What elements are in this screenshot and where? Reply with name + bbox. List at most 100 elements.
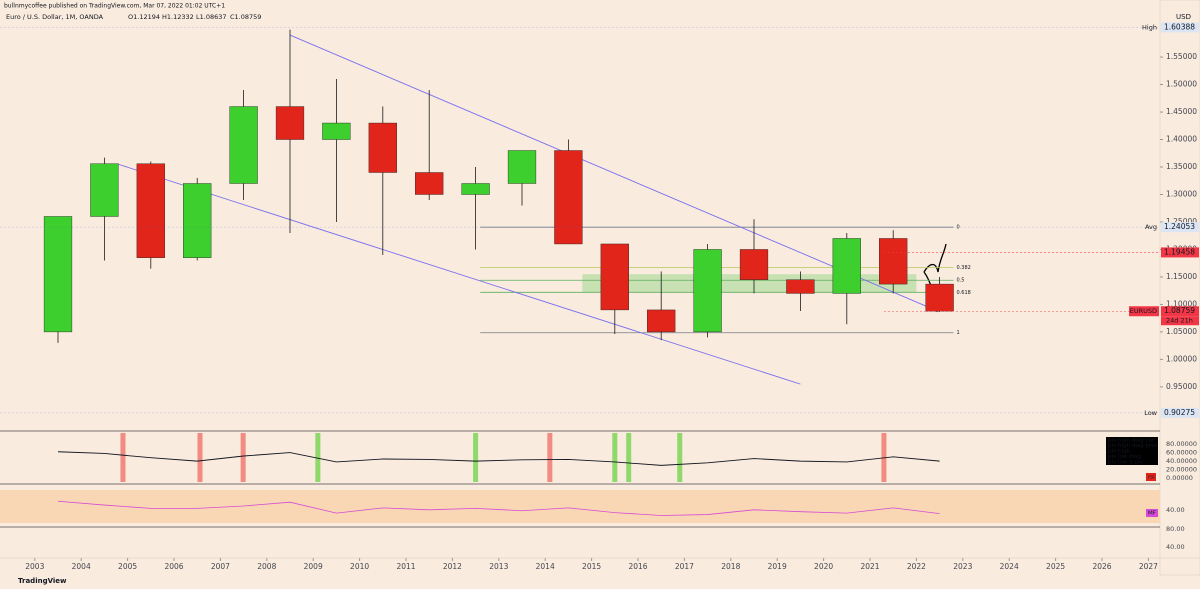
price-badge-name-bg [1129,306,1159,317]
x-tick-label: 2019 [768,562,787,571]
x-tick-label: 2004 [72,562,91,571]
ohlc-value: H1.12332 [162,13,194,21]
price-axis [1159,0,1200,576]
candle-body [507,150,537,184]
rsi-badge-bg [1146,509,1158,517]
x-tick-label: 2009 [304,562,323,571]
price-badge [1161,306,1199,317]
osc-legend: piv high diag prev [1108,443,1158,449]
fib-label: 0.382 [957,265,971,271]
trendline [289,34,936,311]
fib-label: 1 [957,330,960,336]
osc-tick-label: 20.00000 [1166,466,1197,474]
countdown: 24d 21h [1166,317,1193,325]
trendline [118,163,801,385]
osc-legend-bg [1106,437,1158,443]
y-tick-label: 1.05000 [1166,327,1197,336]
candle-body [693,249,722,333]
y-tick-label: 1.45000 [1166,107,1197,116]
osc-legend-bg [1106,453,1158,460]
signal-band [473,433,479,482]
y-tick-label: 1.40000 [1166,135,1197,144]
fib-label: 0 [957,225,960,231]
signal-band [240,433,246,482]
rsi-badge: MF [1148,511,1156,517]
osc-legend: piv low d piv [1108,460,1143,466]
x-tick-label: 2013 [489,562,508,571]
x-tick-label: 2016 [628,562,647,571]
signal-band [315,433,321,482]
candle-body [554,150,583,245]
osc-tick-label: 60.00000 [1166,449,1197,457]
y-tick-label: 1.15000 [1166,272,1197,281]
signal-band [612,433,618,482]
y-tick-label: 1.55000 [1166,52,1197,61]
x-tick-label: 2012 [443,562,462,571]
osc-tick-label: 80.00000 [1166,440,1197,448]
ohlc-value: L1.08637 [196,13,227,21]
candle-body [739,249,769,280]
x-tick-label: 2008 [257,562,276,571]
y-tick-label: 0.95000 [1166,382,1197,391]
osc-tick-label: 40.00000 [1166,457,1197,465]
candle-body [90,163,119,217]
x-tick-label: 2011 [396,562,415,571]
signal-band [120,433,126,482]
y-tick-label: 1.50000 [1166,80,1197,89]
price-badge-name: EURUSD [1130,307,1157,315]
candle-body [647,309,676,333]
price-badge-name: Avg [1145,223,1157,231]
x-tick-label: 2025 [1046,562,1065,571]
candle-body [136,163,165,258]
rsi-label: 40.00 [1166,543,1185,551]
price-badge [1161,22,1199,33]
osc-legend-bg [1106,459,1158,465]
x-tick-label: 2017 [675,562,694,571]
x-tick-label: 2023 [953,562,972,571]
price-badge-value: 0.90275 [1164,408,1195,417]
osc-line [57,451,940,466]
price-badge-value: 1.24053 [1164,222,1195,231]
ohlc-value: O1.12194 [128,13,160,21]
y-tick-label: 1.25000 [1166,217,1197,226]
price-badge-value: 1.08759 [1164,306,1195,315]
x-tick-label: 2003 [25,562,44,571]
currency: USD [1176,13,1191,21]
osc-legend-bg [1106,448,1158,454]
candle-body [832,238,861,294]
x-tick-label: 2024 [1000,562,1019,571]
y-tick-label: 1.30000 [1166,189,1197,198]
rsi-band [0,490,1160,523]
candle-body [925,283,954,312]
y-tick-label: 1.10000 [1166,299,1197,308]
y-tick-label: 1.00000 [1166,354,1197,363]
osc-badge: rsi [1148,475,1155,481]
price-badge [1161,222,1199,233]
candle-body [600,243,629,311]
price-badge [1161,407,1199,418]
brand: TradingView [18,577,67,585]
price-badge-name: High [1142,23,1157,31]
price-badge-value: 1.60388 [1164,22,1195,31]
signal-band [547,433,553,482]
price-badge-name: Low [1144,409,1157,417]
candle-body [879,238,908,285]
osc-legend: piv high diag cur [1108,438,1155,444]
candle-body [229,106,258,184]
candle-body [322,122,351,140]
countdown-bg [1161,316,1199,326]
candle-body [415,172,444,195]
rsi-label: 40.00 [1166,506,1185,514]
ohlc-value: C1.08759 [230,13,261,21]
candle-body [461,183,490,195]
y-tick-label: 1.35000 [1166,162,1197,171]
author-line: bullnmycoffee published on TradingView.c… [4,3,225,10]
x-tick-label: 2007 [211,562,230,571]
osc-badge-bg [1146,473,1156,481]
x-tick-label: 2027 [1139,562,1158,571]
x-tick-label: 2018 [721,562,740,571]
price-badge-value: 1.19458 [1164,247,1195,256]
x-tick-label: 2006 [164,562,183,571]
